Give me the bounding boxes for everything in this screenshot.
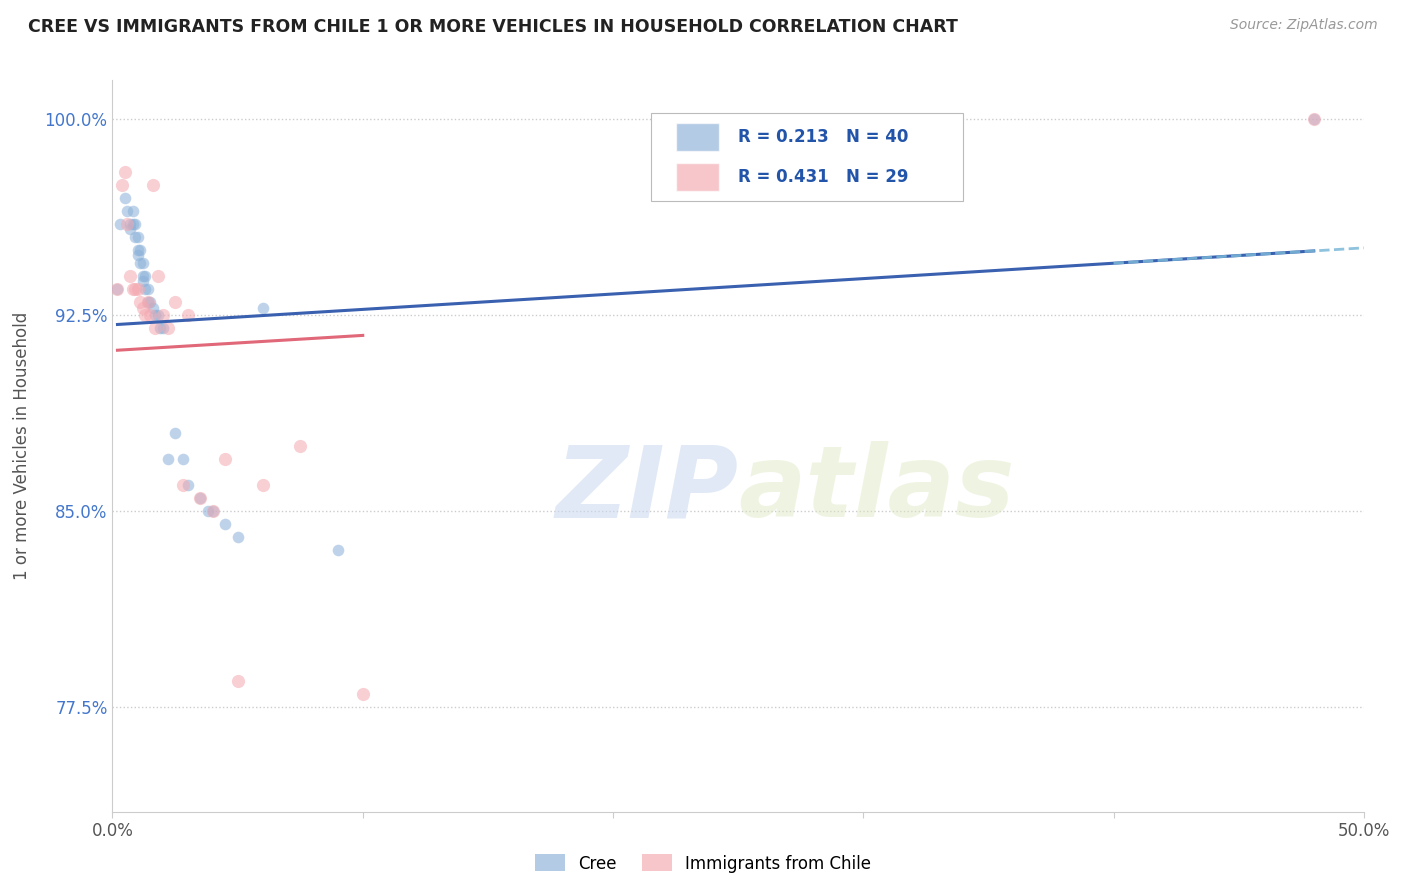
Point (121, 203, 143, 218)
Point (214, 517, 236, 532)
Text: Source: ZipAtlas.com: Source: ZipAtlas.com (1230, 18, 1378, 32)
Point (201, 504, 224, 518)
Point (136, 295, 159, 310)
Point (143, 321, 166, 335)
Point (136, 295, 159, 310)
Point (118, 222, 141, 236)
Y-axis label: 1 or more Vehicles in Household: 1 or more Vehicles in Household (13, 312, 31, 580)
Text: R = 0.431   N = 29: R = 0.431 N = 29 (738, 169, 908, 186)
Point (117, 217, 139, 231)
Point (163, 425, 186, 440)
Point (124, 230, 146, 244)
Point (127, 282, 149, 296)
Point (111, 178, 134, 192)
Point (156, 452, 179, 467)
Point (124, 282, 146, 296)
Point (121, 282, 143, 296)
Point (149, 321, 172, 335)
Point (197, 504, 219, 518)
Legend: Cree, Immigrants from Chile: Cree, Immigrants from Chile (529, 847, 877, 880)
Point (326, 543, 349, 558)
Point (226, 674, 249, 689)
Point (131, 275, 153, 289)
Point (143, 309, 166, 323)
Point (188, 491, 211, 506)
Point (127, 230, 149, 244)
Point (146, 309, 169, 323)
Point (152, 309, 174, 323)
Point (141, 178, 163, 192)
Point (118, 269, 141, 284)
Point (176, 309, 198, 323)
Point (129, 243, 152, 257)
Point (107, 282, 129, 296)
Text: ZIP: ZIP (555, 442, 738, 539)
Point (108, 217, 131, 231)
Text: atlas: atlas (738, 442, 1015, 539)
Point (114, 164, 136, 178)
Point (134, 282, 156, 296)
FancyBboxPatch shape (675, 123, 720, 151)
Point (172, 478, 194, 492)
Point (226, 531, 249, 545)
Point (107, 282, 129, 296)
Point (146, 269, 169, 284)
Point (139, 309, 162, 323)
Point (152, 321, 174, 335)
Text: CREE VS IMMIGRANTS FROM CHILE 1 OR MORE VEHICLES IN HOUSEHOLD CORRELATION CHART: CREE VS IMMIGRANTS FROM CHILE 1 OR MORE … (28, 18, 957, 36)
Point (139, 295, 162, 310)
Point (163, 295, 186, 310)
Point (114, 191, 136, 205)
Point (201, 504, 224, 518)
Point (290, 439, 312, 453)
Point (131, 256, 153, 270)
Point (1302, 112, 1324, 127)
Point (117, 203, 139, 218)
Point (136, 282, 159, 296)
Point (131, 269, 153, 284)
FancyBboxPatch shape (651, 113, 963, 201)
Point (1302, 112, 1324, 127)
Point (127, 243, 149, 257)
Point (129, 256, 152, 270)
Point (129, 295, 152, 310)
Point (131, 301, 153, 315)
Point (188, 491, 211, 506)
FancyBboxPatch shape (675, 163, 720, 191)
Point (352, 687, 374, 701)
Point (176, 478, 198, 492)
Point (252, 478, 274, 492)
Point (124, 217, 146, 231)
Point (172, 452, 194, 467)
Point (134, 269, 156, 284)
Point (156, 321, 179, 335)
Point (127, 248, 149, 262)
Point (141, 301, 163, 315)
Point (134, 309, 156, 323)
Point (118, 217, 141, 231)
Point (252, 301, 274, 315)
Point (121, 217, 143, 231)
Text: R = 0.213   N = 40: R = 0.213 N = 40 (738, 128, 908, 146)
Point (214, 452, 236, 467)
